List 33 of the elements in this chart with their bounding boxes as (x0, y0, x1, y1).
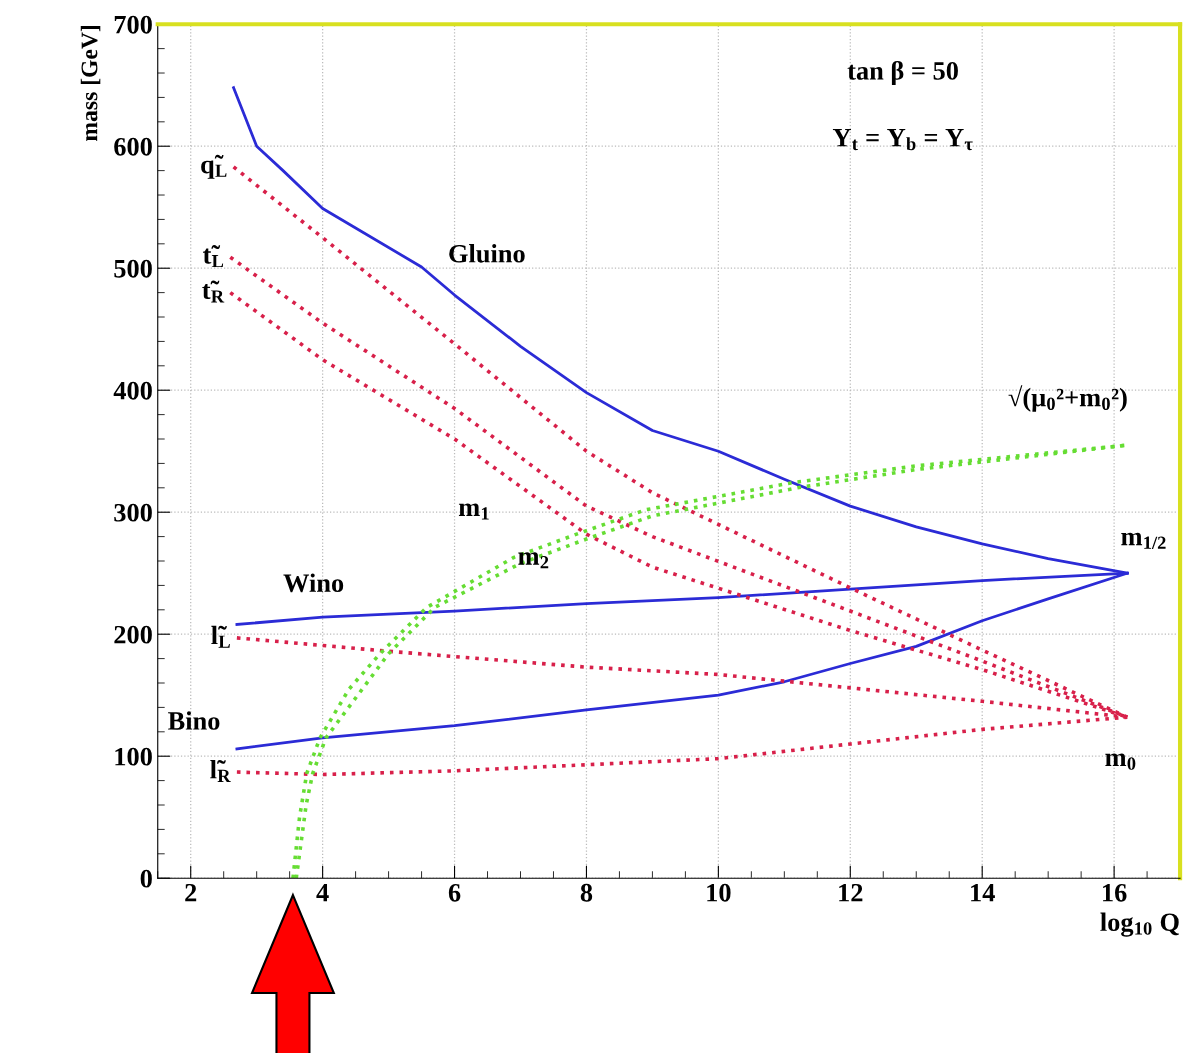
series-label: Bino (168, 711, 220, 730)
x-axis-title: log$_{10}$ Q (1100, 912, 1179, 937)
y-tick-label: 500 (114, 259, 152, 278)
x-tick-label: 6 (448, 883, 461, 902)
y-tick-label: 400 (113, 381, 152, 400)
series-label: Gluino (449, 244, 525, 263)
series-label: l̃$_{R}$ (210, 759, 231, 782)
annotation: Y$_{t}$ = Y$_{b}$ = Y$_{τ}$ (832, 129, 973, 151)
series-label: q̃$_{L}$ (201, 154, 227, 179)
y-tick-label: 0 (140, 869, 152, 888)
annotation: m$_{2}$ (518, 552, 549, 569)
series-label: t̃$_{L}$ (202, 245, 224, 268)
y-tick-label: 200 (114, 625, 152, 644)
x-tick-label: 10 (707, 883, 731, 902)
annotation: tan β = 50 (847, 60, 958, 86)
annotation: √(μ$_{0}$²+m$_{0}$²) (1008, 385, 1127, 412)
y-tick-label: 600 (114, 137, 152, 156)
y-tick-label: 300 (114, 503, 152, 522)
y-tick-label: 100 (115, 747, 152, 766)
series-label: t̃$_{R}$ (202, 280, 225, 303)
x-tick-label: 12 (839, 883, 863, 902)
annotation: m$_{1}$ (458, 503, 489, 520)
y-axis-title: mass [GeV] (80, 25, 101, 141)
annotation: m$_{1/2}$ (1121, 532, 1166, 549)
x-tick-label: 8 (580, 883, 593, 902)
y-tick-label: 700 (114, 15, 152, 34)
x-tick-label: 2 (185, 883, 197, 902)
series-label: Wino (283, 573, 344, 593)
x-tick-label: 4 (316, 884, 329, 902)
series-label: l̃$_{L}$ (211, 625, 230, 648)
x-tick-label: 16 (1103, 883, 1127, 902)
annotation: m$_{0}$ (1105, 753, 1136, 770)
x-tick-label: 14 (971, 883, 995, 902)
